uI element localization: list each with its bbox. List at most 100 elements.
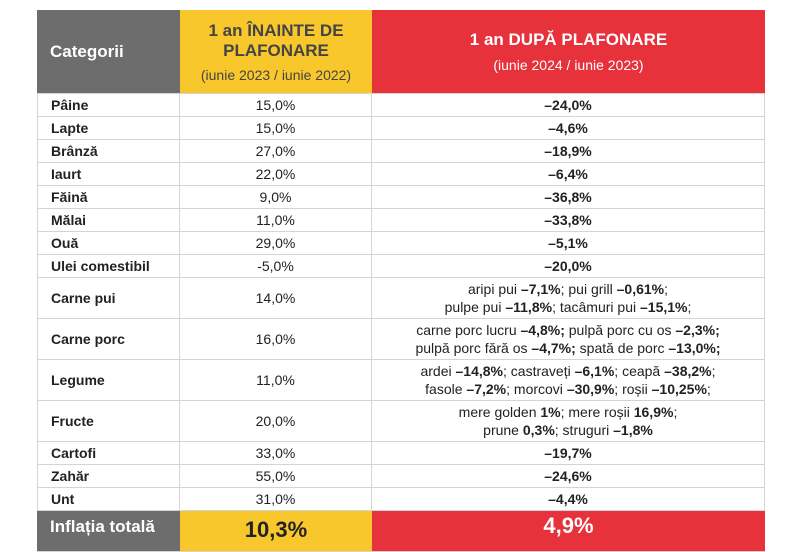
header-category: Categorii	[37, 10, 180, 93]
after-cell: –36,8%	[372, 186, 765, 208]
header-period: (iunie 2023 / iunie 2022)	[200, 66, 352, 83]
after-segment: –6,1%	[574, 363, 615, 379]
category-cell: Brânză	[37, 140, 180, 162]
after-cell: –4,4%	[372, 488, 765, 510]
after-cell: carne porc lucru –4,8%; pulpă porc cu os…	[372, 319, 765, 359]
total-category: Inflația totală	[37, 511, 180, 551]
after-segment: –7,2%	[466, 381, 507, 397]
table-row: Iaurt 22,0% –6,4%	[37, 163, 765, 186]
table-row: Mălai 11,0% –33,8%	[37, 209, 765, 232]
table-row: Ouă 29,0% –5,1%	[37, 232, 765, 255]
inflation-table: Categorii 1 an ÎNAINTE DE PLAFONARE (iunie …	[37, 10, 765, 552]
header-period: (iunie 2024 / iunie 2023)	[493, 56, 644, 73]
page: Categorii 1 an ÎNAINTE DE PLAFONARE (iunie …	[37, 10, 765, 552]
after-line: mere golden 1%; mere roșii 16,9%;	[459, 403, 678, 421]
after-cell: –4,6%	[372, 117, 765, 139]
header-before: 1 an ÎNAINTE DE PLAFONARE (iunie 2023 / iu…	[180, 10, 372, 93]
header-title: PLAFONARE	[223, 40, 329, 60]
before-cell: 31,0%	[180, 488, 372, 510]
header-title: 1 an DUPĂ PLAFONARE	[469, 29, 668, 49]
table-row: Carne pui 14,0% aripi pui –7,1%; pui grill…	[37, 278, 765, 319]
category-cell: Lapte	[37, 117, 180, 139]
header-row: Categorii 1 an ÎNAINTE DE PLAFONARE (iunie …	[37, 10, 765, 94]
after-segment: prune	[483, 422, 523, 438]
after-segment: ;	[664, 281, 669, 297]
before-cell: 9,0%	[180, 186, 372, 208]
category-cell: Iaurt	[37, 163, 180, 185]
after-segment: –14,8%	[455, 363, 503, 379]
after-cell: –18,9%	[372, 140, 765, 162]
after-segment: –11,8%	[505, 299, 553, 315]
after-segment: ; ceapă	[614, 363, 665, 379]
after-segment: ; pui grill	[560, 281, 617, 297]
after-line: prune 0,3%; struguri –1,8%	[483, 421, 653, 439]
after-line: pulpe pui –11,8%; tacâmuri pui –15,1%;	[445, 298, 692, 316]
after-cell: –19,7%	[372, 442, 765, 464]
after-segment: ; tacâmuri pui	[552, 299, 640, 315]
after-segment: ;	[673, 404, 678, 420]
before-cell: 22,0%	[180, 163, 372, 185]
after-cell: –5,1%	[372, 232, 765, 254]
before-cell: 11,0%	[180, 209, 372, 231]
after-segment: ; roșii	[614, 381, 652, 397]
after-segment: spată de porc	[575, 340, 669, 356]
after-segment: ; mere roșii	[560, 404, 634, 420]
before-cell: 20,0%	[180, 401, 372, 441]
table-row: Făină 9,0% –36,8%	[37, 186, 765, 209]
after-cell: mere golden 1%; mere roșii 16,9%; prune 0…	[372, 401, 765, 441]
after-segment: aripi pui	[467, 281, 521, 297]
after-segment: ; castraveți	[503, 363, 575, 379]
table-row: Carne porc 16,0% carne porc lucru –4,8%; p…	[37, 319, 765, 360]
table-row: Ulei comestibil -5,0% –20,0%	[37, 255, 765, 278]
after-segment: ; struguri	[554, 422, 614, 438]
after-segment: mere golden	[458, 404, 541, 420]
total-after: 4,9%	[372, 511, 765, 551]
after-line: fasole –7,2%; morcovi –30,9%; roșii –10,…	[425, 380, 711, 398]
before-cell: -5,0%	[180, 255, 372, 277]
after-segment: ;	[706, 381, 711, 397]
category-cell: Fructe	[37, 401, 180, 441]
header-title: 1 an ÎNAINTE DE	[208, 20, 344, 40]
before-cell: 55,0%	[180, 465, 372, 487]
after-segment: –1,8%	[613, 422, 653, 438]
after-segment: –10,25%	[651, 381, 707, 397]
category-cell: Pâine	[37, 94, 180, 116]
total-before: 10,3%	[180, 511, 372, 551]
after-segment: ;	[687, 299, 692, 315]
after-segment: pulpă porc fără os	[415, 340, 532, 356]
table-row: Lapte 15,0% –4,6%	[37, 117, 765, 140]
after-segment: 1%	[540, 404, 561, 420]
before-cell: 27,0%	[180, 140, 372, 162]
after-cell: aripi pui –7,1%; pui grill –0,61%; pulpe …	[372, 278, 765, 318]
after-segment: –0,61%	[616, 281, 665, 297]
table-row: Legume 11,0% ardei –14,8%; castraveți –6,1…	[37, 360, 765, 401]
after-segment: –30,9%	[566, 381, 615, 397]
category-cell: Legume	[37, 360, 180, 400]
category-cell: Făină	[37, 186, 180, 208]
after-segment: –15,1%	[640, 299, 688, 315]
table-row: Brânză 27,0% –18,9%	[37, 140, 765, 163]
category-cell: Ulei comestibil	[37, 255, 180, 277]
after-segment: carne porc lucru	[416, 322, 521, 338]
after-segment: 0,3%	[522, 422, 555, 438]
after-cell: –33,8%	[372, 209, 765, 231]
after-segment: pulpe pui	[444, 299, 506, 315]
category-cell: Carne porc	[37, 319, 180, 359]
after-segment: –4,8%;	[520, 322, 565, 338]
after-cell: –24,6%	[372, 465, 765, 487]
after-line: carne porc lucru –4,8%; pulpă porc cu os…	[416, 321, 720, 339]
table-row: Cartofi 33,0% –19,7%	[37, 442, 765, 465]
after-line: pulpă porc fără os –4,7%; spată de porc …	[415, 339, 720, 357]
after-cell: ardei –14,8%; castraveți –6,1%; ceapă –3…	[372, 360, 765, 400]
before-cell: 15,0%	[180, 94, 372, 116]
category-cell: Unt	[37, 488, 180, 510]
after-segment: –2,3%;	[675, 322, 720, 338]
before-cell: 16,0%	[180, 319, 372, 359]
after-segment: ardei	[420, 363, 456, 379]
after-segment: fasole	[425, 381, 467, 397]
after-segment: ;	[711, 363, 716, 379]
after-segment: ; morcovi	[506, 381, 567, 397]
table-row: Zahăr 55,0% –24,6%	[37, 465, 765, 488]
before-cell: 14,0%	[180, 278, 372, 318]
after-segment: 16,9%	[633, 404, 674, 420]
